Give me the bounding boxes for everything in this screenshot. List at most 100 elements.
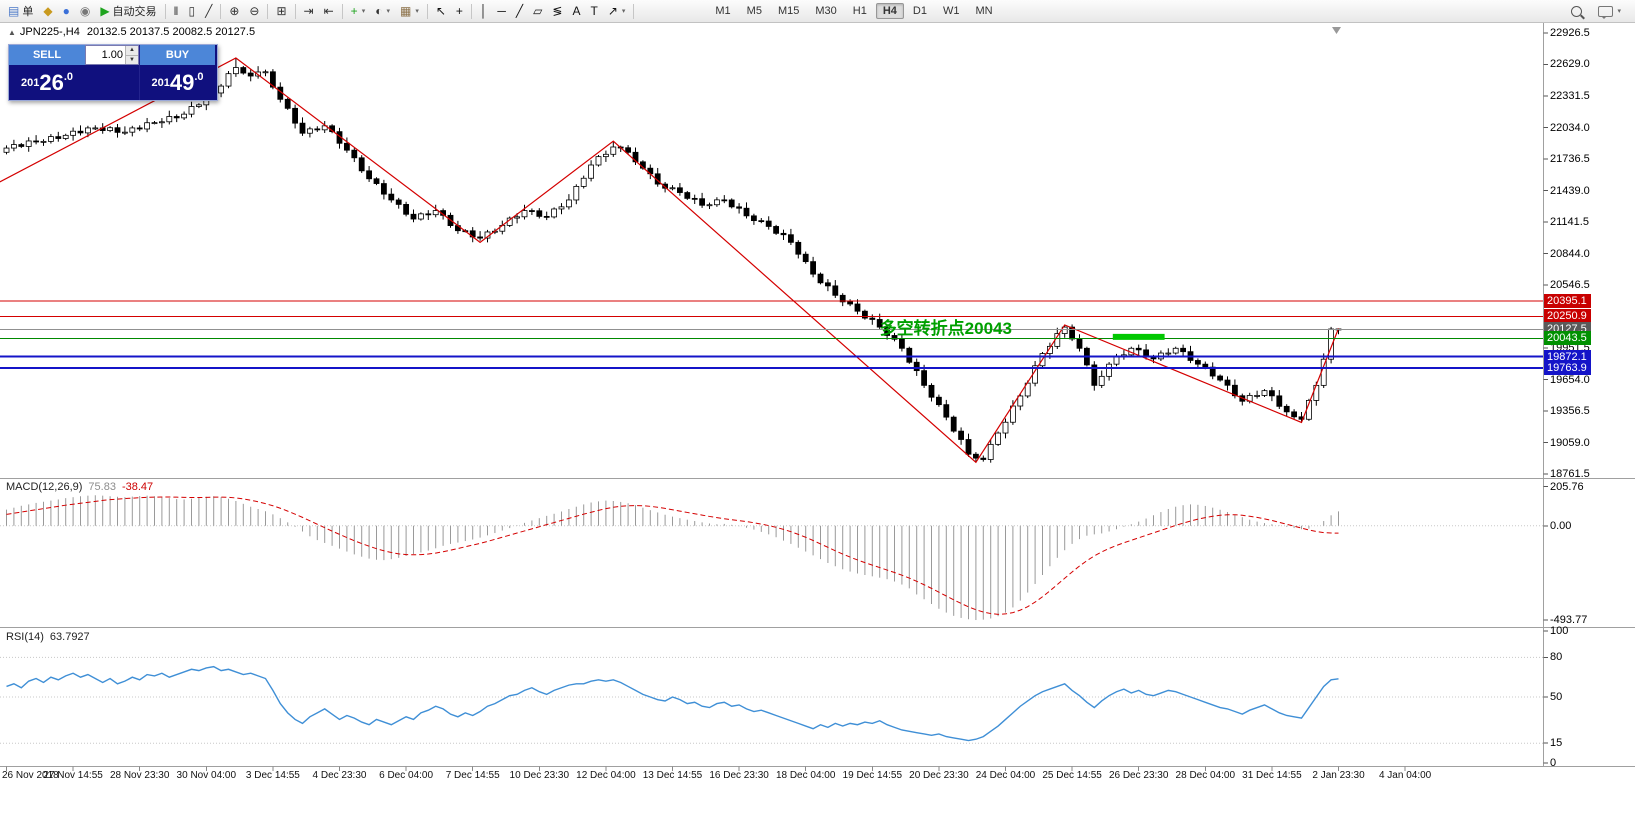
timeframe-mn[interactable]: MN <box>975 5 993 17</box>
volume-field: ▲ ▼ <box>85 45 139 65</box>
time-axis[interactable]: 26 Nov 2018 27 Nov 14:55 28 Nov 23:30 30 No… <box>0 767 1543 789</box>
macd-signal-value: -38.47 <box>121 481 154 493</box>
crosshair-icon: + <box>455 4 463 18</box>
volume-spinner: ▲ ▼ <box>125 46 138 64</box>
bar-chart-icon: ‖ <box>173 4 179 18</box>
search-button[interactable] <box>1566 1 1587 21</box>
toolbar-separator <box>633 3 635 19</box>
zoom-out-icon: ⊖ <box>249 4 260 18</box>
new-order-button[interactable]: ▤ 单 <box>3 1 38 21</box>
time-axis-label: 2 Jan 23:30 <box>1312 770 1365 781</box>
axis-tick-label: 20844.0 <box>1550 247 1590 260</box>
sell-label: SELL <box>9 45 85 66</box>
chevron-down-icon: ▾ <box>1617 8 1621 15</box>
axis-tick-label: 19356.5 <box>1550 405 1590 418</box>
zigzag-line[interactable] <box>0 57 1340 464</box>
price-axis[interactable]: 22926.5 22629.0 22331.5 22034.0 21736.5 21439… <box>1544 22 1635 815</box>
trendline-icon[interactable]: ╱ <box>511 1 528 21</box>
terminal-icon: ◉ <box>79 4 91 18</box>
auto-scroll-icon[interactable]: ⇥ <box>299 1 319 21</box>
navigator-icon[interactable]: ● <box>58 1 75 21</box>
time-axis-label: 26 Nov 2018 <box>2 770 59 781</box>
vertical-line-icon[interactable]: │ <box>475 1 493 21</box>
timeframe-m30[interactable]: M30 <box>815 5 837 17</box>
text-icon[interactable]: A <box>567 1 585 21</box>
periods-icon[interactable]: ◐ ▾ <box>370 1 395 21</box>
line-chart-icon: ╱ <box>205 4 213 18</box>
trendline-icon: ╱ <box>515 4 524 18</box>
toolbar-separator <box>267 3 269 19</box>
axis-tick-label: 22629.0 <box>1550 58 1590 71</box>
toolbar-items: ▤ 单 ◆ ● ◉ ▶ 自动交易 ‖ ▯ ╱ ⊕ ⊖ ⊞ ⇥ ⇤ + ▾ ◐ ▾ ▦ ▾ ↖ + │ ─ ╱ ▱ ≶ A T ↗ ▾ <box>3 1 637 21</box>
time-axis-label: 27 Nov 14:55 <box>43 770 103 781</box>
arrows-icon[interactable]: ↗ ▾ <box>603 1 631 21</box>
horizontal-line-icon: ─ <box>497 4 506 18</box>
one-click-panel-fill <box>85 65 139 100</box>
fibonacci-icon: ≶ <box>552 4 563 18</box>
toolbar-right-group: ▾ <box>1566 1 1632 21</box>
tile-windows-icon[interactable]: ⊞ <box>271 1 291 21</box>
annotation-text[interactable]: 多空转折点20043 <box>880 318 1012 338</box>
timeframe-d1[interactable]: D1 <box>912 5 927 17</box>
timeframe-m15[interactable]: M15 <box>777 5 800 17</box>
channel-icon[interactable]: ▱ <box>528 1 547 21</box>
new-chart-icon[interactable]: + ▾ <box>346 1 371 21</box>
time-axis-label: 24 Dec 04:00 <box>975 770 1036 781</box>
volume-up-button[interactable]: ▲ <box>126 46 138 55</box>
time-axis-label: 10 Dec 23:30 <box>509 770 570 781</box>
periods-icon: ◐ <box>375 4 383 18</box>
autotrading-button[interactable]: ▶ 自动交易 <box>95 1 161 21</box>
zoom-in-icon[interactable]: ⊕ <box>224 1 244 21</box>
new-order-button-label: 单 <box>22 6 34 18</box>
sell-button[interactable]: SELL 201 26.0 <box>9 45 85 100</box>
timeframe-h4[interactable]: H4 <box>875 3 904 19</box>
ohlc-values: 20132.5 20137.5 20082.5 20127.5 <box>86 26 256 38</box>
candlestick-chart-icon: ▯ <box>188 4 196 18</box>
time-axis-label: 7 Dec 14:55 <box>445 770 500 781</box>
axis-tick-label: 21141.5 <box>1550 216 1589 229</box>
cursor-icon[interactable]: ↖ <box>431 1 451 21</box>
terminal-icon[interactable]: ◉ <box>75 1 95 21</box>
time-axis-label: 30 Nov 04:00 <box>176 770 237 781</box>
zoom-out-icon[interactable]: ⊖ <box>244 1 264 21</box>
axis-tick-label: 100 <box>1550 625 1569 637</box>
new-chart-icon: + <box>350 4 358 18</box>
channel-icon: ▱ <box>533 4 543 18</box>
new-order-icon: ▤ <box>8 4 20 18</box>
crosshair-icon[interactable]: + <box>451 1 468 21</box>
chart-shift-icon[interactable]: ⇤ <box>319 1 339 21</box>
bar-chart-icon[interactable]: ‖ <box>169 1 184 21</box>
chevron-down-icon: ▾ <box>621 8 626 15</box>
timeframe-m5[interactable]: M5 <box>746 5 762 17</box>
time-axis-label: 3 Dec 14:55 <box>245 770 300 781</box>
rsi-name: RSI(14) <box>6 631 44 643</box>
price-badge-19872.1: 19872.1 <box>1544 349 1591 364</box>
buy-label: BUY <box>140 45 215 66</box>
one-click-collapse-icon[interactable]: ▲ <box>8 28 16 37</box>
timeframe-h1[interactable]: H1 <box>852 5 867 17</box>
macd-value: 75.83 <box>88 481 116 493</box>
timeframe-w1[interactable]: W1 <box>942 5 960 17</box>
volume-input[interactable] <box>86 46 125 64</box>
line-chart-icon[interactable]: ╱ <box>200 1 217 21</box>
templates-icon[interactable]: ▦ ▾ <box>395 1 424 21</box>
time-axis-label: 4 Jan 04:00 <box>1378 770 1432 781</box>
chart-shift-marker[interactable] <box>1332 27 1341 34</box>
timeframe-m1[interactable]: M1 <box>715 5 731 17</box>
sell-price: 201 26.0 <box>20 70 74 95</box>
volume-down-button[interactable]: ▼ <box>126 54 138 64</box>
fibonacci-icon[interactable]: ≶ <box>547 1 567 21</box>
market-watch-icon[interactable]: ◆ <box>38 1 57 21</box>
label-icon[interactable]: T <box>585 1 602 21</box>
community-button[interactable]: ▾ <box>1593 1 1626 21</box>
time-axis-label: 20 Dec 23:30 <box>909 770 969 781</box>
candlestick-chart-icon[interactable]: ▯ <box>184 1 201 21</box>
time-axis-label: 18 Dec 04:00 <box>775 770 836 781</box>
chevron-down-icon: ▾ <box>361 8 366 15</box>
axis-tick-label: 19654.0 <box>1550 373 1590 386</box>
toolbar-separator <box>470 3 472 19</box>
buy-button[interactable]: BUY 201 49.0 <box>139 45 215 100</box>
horizontal-line-icon[interactable]: ─ <box>492 1 511 21</box>
price-badge-20250.9: 20250.9 <box>1544 309 1591 324</box>
